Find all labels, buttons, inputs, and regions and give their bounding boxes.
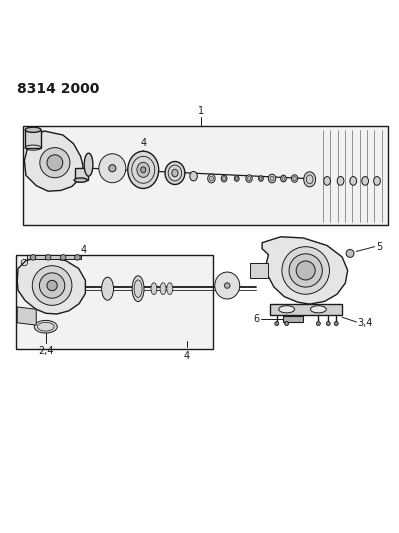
Ellipse shape [270, 176, 274, 181]
Circle shape [225, 282, 230, 288]
Ellipse shape [350, 176, 357, 185]
Ellipse shape [172, 169, 178, 177]
Text: 5: 5 [376, 241, 382, 252]
Circle shape [75, 255, 80, 260]
Text: 4: 4 [81, 245, 87, 255]
Circle shape [346, 249, 354, 257]
Polygon shape [262, 237, 348, 304]
Ellipse shape [221, 175, 227, 182]
Ellipse shape [373, 176, 380, 185]
Ellipse shape [259, 176, 263, 181]
Ellipse shape [247, 176, 251, 181]
Ellipse shape [234, 176, 239, 181]
Circle shape [47, 280, 57, 290]
Ellipse shape [223, 176, 225, 180]
Ellipse shape [128, 151, 159, 189]
Ellipse shape [160, 282, 166, 295]
Circle shape [32, 266, 72, 305]
Circle shape [285, 321, 288, 326]
Circle shape [40, 273, 65, 298]
Ellipse shape [84, 153, 93, 176]
Polygon shape [250, 263, 268, 278]
Text: 4: 4 [140, 139, 146, 148]
Ellipse shape [99, 154, 126, 183]
Circle shape [47, 155, 63, 171]
Ellipse shape [280, 175, 286, 182]
Ellipse shape [293, 176, 296, 181]
Ellipse shape [246, 175, 252, 182]
Ellipse shape [268, 174, 276, 183]
Circle shape [289, 254, 322, 287]
Polygon shape [16, 255, 213, 349]
Ellipse shape [260, 177, 262, 180]
Ellipse shape [337, 176, 344, 185]
Ellipse shape [167, 282, 173, 295]
Ellipse shape [137, 162, 150, 177]
Ellipse shape [310, 306, 326, 313]
Polygon shape [75, 168, 88, 180]
Polygon shape [17, 256, 85, 314]
Text: 3,4: 3,4 [357, 318, 373, 328]
Circle shape [296, 261, 315, 280]
Circle shape [40, 148, 70, 177]
Ellipse shape [208, 174, 215, 183]
Circle shape [326, 321, 330, 326]
Ellipse shape [151, 282, 157, 295]
Ellipse shape [190, 172, 198, 181]
Circle shape [275, 321, 279, 326]
Ellipse shape [304, 172, 316, 187]
Ellipse shape [25, 127, 41, 132]
Polygon shape [25, 130, 41, 148]
Ellipse shape [141, 167, 146, 173]
Circle shape [316, 321, 320, 326]
Circle shape [109, 165, 116, 172]
Circle shape [60, 255, 66, 260]
Ellipse shape [74, 178, 87, 182]
Text: 4: 4 [184, 351, 190, 361]
Polygon shape [24, 131, 83, 191]
Polygon shape [270, 304, 342, 315]
Ellipse shape [209, 176, 213, 181]
Polygon shape [23, 126, 388, 225]
Ellipse shape [291, 175, 298, 182]
Ellipse shape [102, 277, 114, 300]
Bar [284, 316, 302, 322]
Ellipse shape [324, 176, 330, 185]
Circle shape [334, 321, 338, 326]
Ellipse shape [282, 176, 285, 180]
Ellipse shape [132, 276, 144, 302]
Circle shape [30, 255, 36, 260]
Ellipse shape [279, 306, 294, 313]
Circle shape [282, 247, 330, 294]
Ellipse shape [215, 272, 240, 299]
Ellipse shape [165, 161, 185, 184]
Text: 8314 2000: 8314 2000 [17, 82, 100, 96]
Circle shape [45, 255, 51, 260]
Ellipse shape [235, 177, 238, 180]
Ellipse shape [362, 176, 369, 185]
Ellipse shape [34, 320, 57, 333]
Text: 6: 6 [254, 314, 260, 324]
Text: 2,4: 2,4 [38, 346, 53, 356]
Text: 1: 1 [198, 106, 205, 116]
Polygon shape [27, 255, 81, 260]
Polygon shape [17, 307, 36, 325]
